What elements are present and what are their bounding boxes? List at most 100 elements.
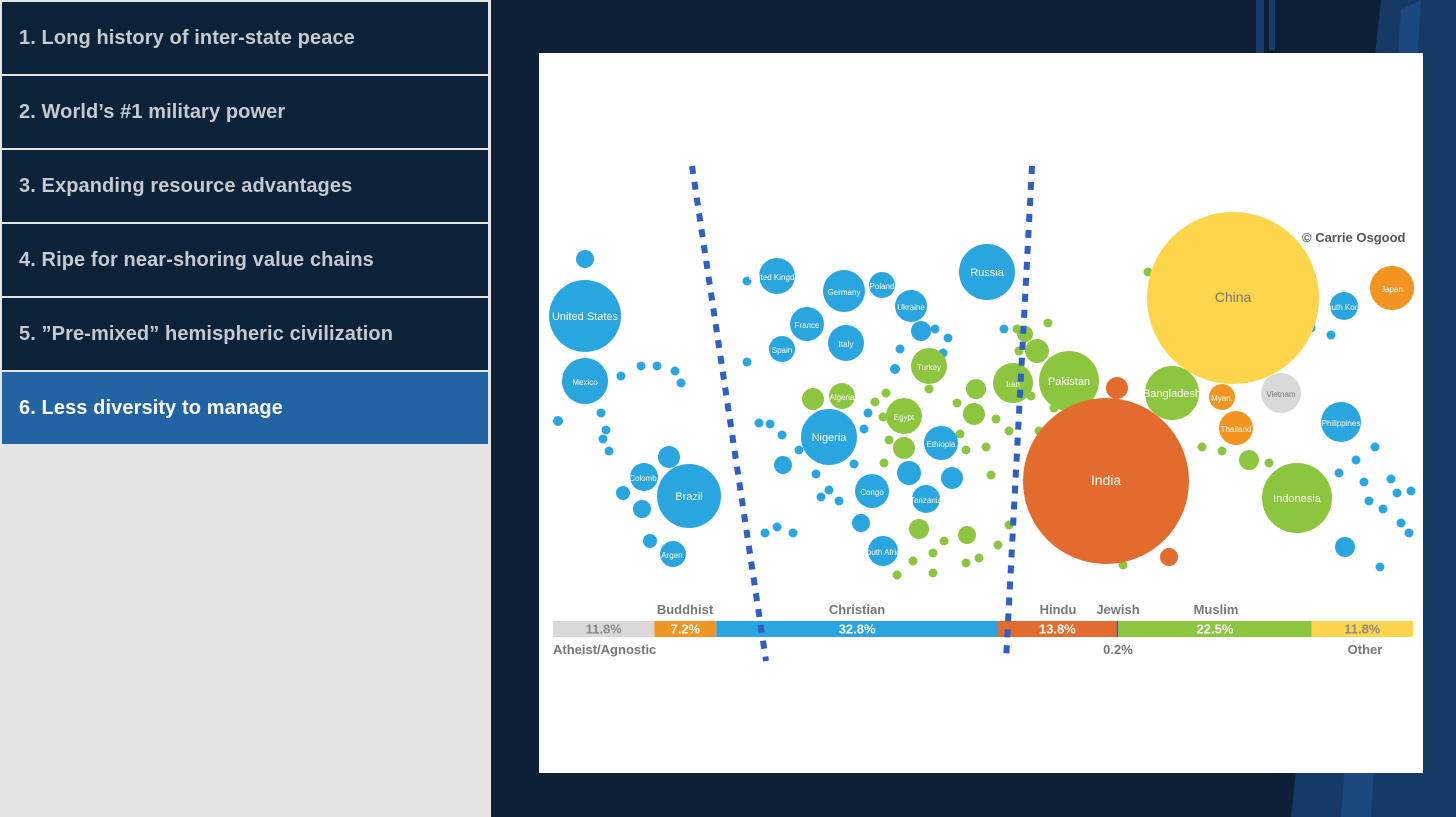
bar-segment	[716, 621, 999, 637]
bar-segment-label: 11.8%	[1344, 622, 1381, 637]
nav-item-6-active[interactable]: 6. Less diversity to manage	[2, 372, 488, 444]
country-label: Thailand	[1221, 425, 1252, 434]
country-bubbles: United States Mexico Colomb. Brazil Argen. Un…	[549, 212, 1416, 580]
country-bubble-small	[961, 445, 971, 455]
country-bubble-small	[777, 430, 787, 440]
dotted-divider-left	[689, 165, 769, 662]
country-bubble-small	[879, 458, 889, 468]
nav-item-5[interactable]: 5. ”Pre-mixed” hemispheric civilization	[2, 298, 488, 370]
country-bubble-small	[1043, 318, 1053, 328]
nav-item-label: 4. Ripe for near-shoring value chains	[19, 248, 374, 271]
country-bubble	[963, 403, 985, 425]
country-bubble-small	[1334, 468, 1344, 478]
country-label: South Korea	[1322, 303, 1367, 312]
country-bubble-small	[670, 366, 680, 376]
country-label: Russia	[970, 267, 1005, 279]
country-label: Turkey	[917, 363, 941, 372]
nav-item-2[interactable]: 2. World’s #1 military power	[2, 76, 488, 148]
country-bubble	[658, 446, 680, 468]
country-bubble-small	[1004, 426, 1014, 436]
country-bubble-small	[601, 425, 611, 435]
country-bubble-small	[754, 418, 764, 428]
country-bubble-small	[765, 419, 775, 429]
country-bubble-small	[1197, 442, 1207, 452]
country-bubble	[828, 325, 864, 361]
country-bubble-small	[863, 408, 873, 418]
nav-item-3[interactable]: 3. Expanding resource advantages	[2, 150, 488, 222]
country-bubble	[855, 474, 889, 508]
country-label: United States	[552, 311, 619, 323]
country-bubble-small	[870, 397, 880, 407]
country-bubble	[890, 364, 900, 374]
country-bubble-small	[955, 429, 965, 439]
country-label: Philippines	[1322, 419, 1361, 428]
country-bubble-small	[834, 496, 844, 506]
country-label: Pakistan	[1048, 376, 1090, 388]
country-bubble-small	[1378, 504, 1388, 514]
country-bubble-small	[794, 445, 804, 455]
country-bubble-small	[1404, 528, 1414, 538]
country-bubble	[769, 336, 795, 362]
country-bubble-small	[1364, 496, 1374, 506]
country-bubble-small	[859, 424, 869, 434]
country-label: Poland	[870, 282, 895, 291]
country-bubble	[958, 526, 976, 544]
country-bubble	[869, 272, 895, 298]
country-bubble-small	[930, 324, 940, 334]
main-panel: United States Mexico Colomb. Brazil Argen. Un…	[491, 0, 1456, 817]
country-bubble-small	[1392, 488, 1402, 498]
country-bubble	[909, 519, 929, 539]
nav-item-label: 2. World’s #1 military power	[19, 100, 286, 123]
country-bubble-small	[616, 371, 626, 381]
country-bubble-small	[1351, 455, 1361, 465]
country-bubble	[1147, 212, 1319, 384]
country-bubble	[1321, 402, 1361, 442]
country-bubble	[1239, 450, 1259, 470]
country-bubble-small	[961, 558, 971, 568]
country-bubble-small	[881, 388, 891, 398]
country-bubble	[1160, 548, 1178, 566]
country-bubble	[562, 358, 608, 404]
country-bubble-small	[986, 470, 996, 480]
country-label: Spain	[772, 346, 792, 355]
country-bubble	[868, 536, 898, 566]
country-bubble	[790, 307, 824, 341]
label-jewish-share: 0.2%	[1103, 642, 1133, 657]
country-bubble	[657, 464, 721, 528]
nav-item-4[interactable]: 4. Ripe for near-shoring value chains	[2, 224, 488, 296]
country-label: South Africa	[861, 548, 905, 557]
country-bubble	[893, 437, 915, 459]
country-label: Algeria	[830, 393, 855, 402]
country-label: Brazil	[675, 491, 703, 503]
country-bubble-small	[895, 344, 905, 354]
country-bubble-small	[981, 442, 991, 452]
country-label: Nigeria	[812, 432, 848, 444]
country-bubble-small	[952, 398, 962, 408]
bar-segment-label: 7.2%	[670, 622, 700, 637]
country-label: Myan.	[1211, 394, 1233, 403]
country-label: Iran	[1006, 380, 1020, 389]
country-bubble-small	[999, 324, 1009, 334]
country-bubble-small	[676, 378, 686, 388]
country-label: Ethiopia	[927, 440, 956, 449]
country-bubble-small	[604, 446, 614, 456]
country-bubble	[616, 486, 630, 500]
country-bubble-small	[824, 485, 834, 495]
country-bubble	[1330, 292, 1358, 320]
country-bubble-small	[892, 570, 902, 580]
country-bubble-small	[636, 361, 646, 371]
country-bubble-small	[974, 553, 984, 563]
country-bubble	[852, 514, 870, 532]
country-bubble	[774, 456, 792, 474]
country-bubble	[759, 258, 795, 294]
country-bubble	[1106, 377, 1128, 399]
credit-text: © Carrie Osgood	[1302, 230, 1406, 245]
label-other: Other	[1348, 642, 1383, 657]
country-bubble-small	[928, 568, 938, 578]
country-bubble	[1370, 266, 1414, 310]
country-label: France	[795, 321, 820, 330]
bar-segment	[1116, 621, 1119, 637]
nav-item-1[interactable]: 1. Long history of inter-state peace	[2, 2, 488, 74]
country-bubble	[895, 290, 927, 322]
country-bubble	[911, 348, 947, 384]
